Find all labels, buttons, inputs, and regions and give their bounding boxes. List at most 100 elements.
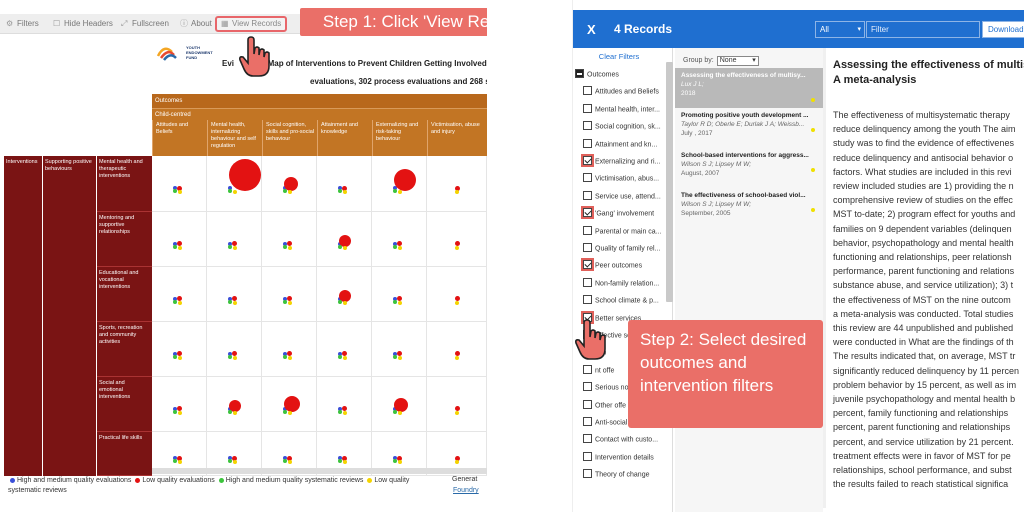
filter-checkbox[interactable] — [583, 469, 592, 479]
evidence-bubble[interactable] — [454, 296, 460, 301]
evidence-bubble[interactable] — [287, 190, 292, 194]
map-cell[interactable] — [152, 156, 207, 212]
evidence-bubble[interactable] — [282, 189, 287, 193]
evidence-bubble[interactable] — [392, 456, 397, 460]
evidence-bubble[interactable] — [232, 190, 237, 194]
evidence-bubble[interactable] — [172, 459, 177, 463]
evidence-bubble[interactable] — [282, 299, 287, 304]
evidence-bubble[interactable] — [172, 354, 177, 359]
map-cell[interactable] — [152, 212, 207, 267]
evidence-bubble[interactable] — [342, 300, 347, 305]
filter-checkbox[interactable] — [583, 86, 592, 96]
map-cell[interactable] — [152, 432, 207, 476]
evidence-bubble[interactable] — [172, 241, 177, 246]
map-cell[interactable] — [372, 267, 427, 322]
filter-checkbox[interactable] — [583, 103, 592, 113]
filter-checkbox[interactable] — [583, 295, 592, 305]
evidence-bubble[interactable] — [172, 351, 177, 356]
record-list-item[interactable]: Promoting positive youth development ...… — [675, 108, 823, 148]
record-list-item[interactable]: School-based interventions for aggress..… — [675, 148, 823, 188]
filter-item[interactable]: School climate & p... — [583, 295, 659, 310]
evidence-bubble[interactable] — [172, 409, 177, 414]
evidence-bubble[interactable] — [397, 241, 402, 246]
evidence-bubble[interactable] — [337, 354, 342, 359]
map-cell[interactable] — [207, 156, 262, 212]
filter-item[interactable]: Quality of family rel... — [583, 243, 660, 258]
map-cell[interactable] — [427, 156, 487, 212]
evidence-bubble[interactable] — [227, 296, 232, 301]
evidence-bubble[interactable] — [227, 409, 232, 414]
evidence-bubble[interactable] — [282, 409, 287, 414]
map-cell[interactable] — [372, 156, 427, 212]
record-list-item[interactable]: Assessing the effectiveness of multisy..… — [675, 68, 823, 108]
evidence-bubble[interactable] — [287, 245, 292, 250]
fullscreen-button[interactable]: ⤢ Fullscreen — [121, 17, 169, 31]
filter-checkbox[interactable] — [583, 156, 592, 165]
evidence-bubble[interactable] — [393, 169, 416, 191]
evidence-bubble[interactable] — [232, 455, 237, 461]
evidence-bubble[interactable] — [232, 300, 237, 305]
evidence-bubble[interactable] — [392, 189, 397, 193]
evidence-bubble[interactable] — [283, 177, 298, 191]
evidence-bubble[interactable] — [227, 456, 232, 460]
evidence-bubble[interactable] — [227, 299, 232, 304]
map-cell[interactable] — [427, 322, 487, 377]
evidence-bubble[interactable] — [282, 351, 287, 356]
evidence-bubble[interactable] — [282, 459, 287, 463]
filter-item[interactable]: Attitudes and Beliefs — [583, 86, 659, 101]
evidence-bubble[interactable] — [337, 351, 342, 356]
evidence-bubble[interactable] — [177, 241, 182, 246]
filter-checkbox[interactable] — [583, 121, 592, 131]
evidence-bubble[interactable] — [337, 299, 342, 304]
evidence-bubble[interactable] — [392, 351, 397, 356]
collapse-checkbox[interactable] — [575, 69, 584, 78]
map-cell[interactable] — [372, 322, 427, 377]
filter-item[interactable]: Intervention details — [583, 451, 654, 467]
filter-checkbox[interactable] — [583, 243, 592, 252]
download-button[interactable]: Download — [982, 21, 1024, 38]
evidence-bubble[interactable] — [392, 459, 397, 463]
map-cell[interactable] — [152, 267, 207, 322]
filter-item[interactable]: Victimisation, abus... — [583, 173, 659, 188]
evidence-bubble[interactable] — [454, 241, 460, 246]
evidence-bubble[interactable] — [392, 241, 397, 246]
evidence-bubble[interactable] — [397, 410, 402, 415]
evidence-bubble[interactable] — [392, 244, 397, 249]
evidence-bubble[interactable] — [232, 241, 237, 246]
evidence-bubble[interactable] — [232, 460, 237, 464]
evidence-bubble[interactable] — [232, 296, 237, 301]
evidence-bubble[interactable] — [397, 300, 402, 305]
filter-item[interactable]: Service use, attend... — [583, 190, 661, 206]
map-cell[interactable] — [372, 377, 427, 432]
evidence-bubble[interactable] — [232, 410, 237, 415]
filter-checkbox[interactable] — [583, 451, 592, 461]
evidence-bubble[interactable] — [287, 460, 292, 464]
foundry-link[interactable]: Foundry — [453, 487, 479, 494]
map-cell[interactable] — [317, 267, 372, 322]
evidence-bubble[interactable] — [393, 397, 408, 412]
evidence-bubble[interactable] — [287, 241, 292, 246]
evidence-bubble[interactable] — [232, 355, 237, 360]
evidence-bubble[interactable] — [455, 300, 459, 305]
evidence-bubble[interactable] — [172, 186, 177, 190]
evidence-bubble[interactable] — [172, 244, 177, 249]
evidence-bubble[interactable] — [177, 455, 182, 461]
evidence-bubble[interactable] — [392, 409, 397, 414]
evidence-bubble[interactable] — [282, 354, 287, 359]
evidence-bubble[interactable] — [338, 234, 351, 247]
record-list-item[interactable]: The effectiveness of school-based viol..… — [675, 188, 823, 228]
evidence-bubble[interactable] — [397, 245, 402, 250]
evidence-bubble[interactable] — [455, 245, 459, 250]
evidence-bubble[interactable] — [342, 410, 347, 415]
evidence-bubble[interactable] — [232, 351, 237, 356]
map-cell[interactable] — [317, 156, 372, 212]
map-cell[interactable] — [207, 322, 262, 377]
map-cell[interactable] — [207, 432, 262, 476]
map-cell[interactable] — [317, 377, 372, 432]
evidence-bubble[interactable] — [177, 190, 182, 194]
evidence-bubble[interactable] — [228, 399, 241, 412]
filter-checkbox[interactable] — [583, 260, 592, 270]
map-cell[interactable] — [262, 322, 317, 377]
evidence-bubble[interactable] — [227, 244, 232, 249]
evidence-bubble[interactable] — [177, 460, 182, 464]
